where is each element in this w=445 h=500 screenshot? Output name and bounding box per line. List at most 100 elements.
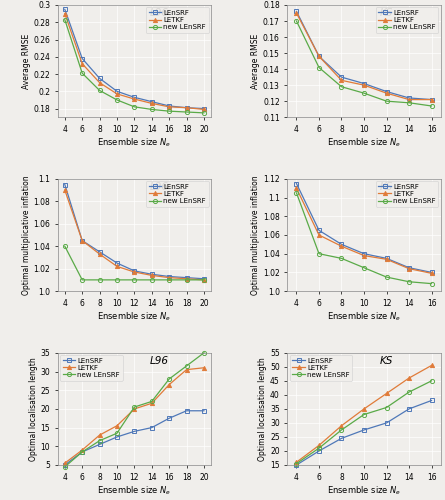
Line: LEnSRF: LEnSRF <box>63 7 206 110</box>
Line: LETKF: LETKF <box>295 11 433 102</box>
new LEnSRF <box>114 277 120 283</box>
LEnSRF <box>166 103 172 109</box>
LETKF <box>201 365 206 371</box>
LEnSRF <box>406 406 412 412</box>
Text: L96: L96 <box>150 182 169 192</box>
new LEnSRF <box>316 250 322 256</box>
LEnSRF <box>429 270 434 276</box>
new LEnSRF <box>294 18 299 24</box>
Y-axis label: Optimal multiplicative inflation: Optimal multiplicative inflation <box>21 175 31 295</box>
Legend: LEnSRF, LETKF, new LEnSRF: LEnSRF, LETKF, new LEnSRF <box>376 7 438 33</box>
Legend: LEnSRF, LETKF, new LEnSRF: LEnSRF, LETKF, new LEnSRF <box>146 7 209 33</box>
Line: new LEnSRF: new LEnSRF <box>295 379 433 466</box>
new LEnSRF <box>339 256 344 262</box>
LETKF <box>149 400 154 406</box>
new LEnSRF <box>114 97 120 103</box>
new LEnSRF <box>361 90 367 96</box>
LEnSRF <box>339 436 344 442</box>
LEnSRF <box>166 274 172 280</box>
LEnSRF <box>339 242 344 248</box>
Y-axis label: Optimal localisation length: Optimal localisation length <box>258 357 267 461</box>
new LEnSRF <box>429 378 434 384</box>
Text: KS: KS <box>379 8 392 18</box>
new LEnSRF <box>149 277 154 283</box>
LEnSRF <box>114 260 120 266</box>
LEnSRF <box>361 427 367 433</box>
LETKF <box>80 60 85 66</box>
Legend: LEnSRF, LETKF, new LEnSRF: LEnSRF, LETKF, new LEnSRF <box>60 355 123 380</box>
LETKF <box>97 80 102 86</box>
LEnSRF <box>294 8 299 14</box>
new LEnSRF <box>429 280 434 286</box>
LEnSRF <box>339 74 344 80</box>
new LEnSRF <box>80 70 85 76</box>
LETKF <box>62 187 68 193</box>
new LEnSRF <box>184 277 189 283</box>
Line: new LEnSRF: new LEnSRF <box>63 244 206 282</box>
X-axis label: Ensemble size $N_e$: Ensemble size $N_e$ <box>327 310 401 323</box>
LEnSRF <box>149 424 154 430</box>
LEnSRF <box>62 182 68 188</box>
LETKF <box>316 232 322 238</box>
Legend: LEnSRF, LETKF, new LEnSRF: LEnSRF, LETKF, new LEnSRF <box>290 355 352 380</box>
new LEnSRF <box>339 427 344 433</box>
LETKF <box>429 270 434 276</box>
LETKF <box>294 459 299 465</box>
new LEnSRF <box>97 88 102 94</box>
Y-axis label: Optimal multiplicative inflation: Optimal multiplicative inflation <box>251 175 260 295</box>
Y-axis label: Average RMSE: Average RMSE <box>21 34 31 88</box>
Text: KS: KS <box>379 182 392 192</box>
LETKF <box>316 442 322 448</box>
LETKF <box>114 264 120 270</box>
X-axis label: Ensemble size $N_e$: Ensemble size $N_e$ <box>97 310 171 323</box>
LETKF <box>384 256 389 262</box>
new LEnSRF <box>429 103 434 109</box>
Line: LETKF: LETKF <box>295 364 433 464</box>
LEnSRF <box>80 449 85 455</box>
LETKF <box>184 366 189 372</box>
LEnSRF <box>201 408 206 414</box>
LEnSRF <box>384 256 389 262</box>
X-axis label: Ensemble size $N_e$: Ensemble size $N_e$ <box>327 136 401 149</box>
LETKF <box>132 406 137 412</box>
LEnSRF <box>294 180 299 186</box>
new LEnSRF <box>97 438 102 444</box>
new LEnSRF <box>294 460 299 466</box>
LETKF <box>166 104 172 110</box>
Line: new LEnSRF: new LEnSRF <box>63 350 206 469</box>
new LEnSRF <box>201 110 206 116</box>
LEnSRF <box>114 434 120 440</box>
new LEnSRF <box>132 404 137 410</box>
LEnSRF <box>361 250 367 256</box>
LETKF <box>149 272 154 278</box>
new LEnSRF <box>97 277 102 283</box>
LETKF <box>294 186 299 192</box>
LEnSRF <box>201 106 206 112</box>
LETKF <box>294 10 299 16</box>
new LEnSRF <box>361 412 367 418</box>
new LEnSRF <box>384 404 389 410</box>
LETKF <box>361 82 367 88</box>
LETKF <box>339 78 344 84</box>
LEnSRF <box>132 428 137 434</box>
new LEnSRF <box>62 16 68 22</box>
LETKF <box>406 266 412 272</box>
X-axis label: Ensemble size $N_e$: Ensemble size $N_e$ <box>327 484 401 497</box>
LEnSRF <box>201 276 206 282</box>
LEnSRF <box>294 462 299 468</box>
LEnSRF <box>97 249 102 255</box>
LEnSRF <box>384 420 389 426</box>
LETKF <box>316 54 322 60</box>
LETKF <box>429 362 434 368</box>
new LEnSRF <box>62 243 68 249</box>
new LEnSRF <box>384 274 389 280</box>
new LEnSRF <box>184 109 189 115</box>
new LEnSRF <box>114 430 120 436</box>
new LEnSRF <box>132 277 137 283</box>
new LEnSRF <box>166 277 172 283</box>
new LEnSRF <box>149 106 154 112</box>
new LEnSRF <box>201 277 206 283</box>
LEnSRF <box>80 56 85 62</box>
Line: LETKF: LETKF <box>63 366 206 465</box>
LETKF <box>339 243 344 249</box>
